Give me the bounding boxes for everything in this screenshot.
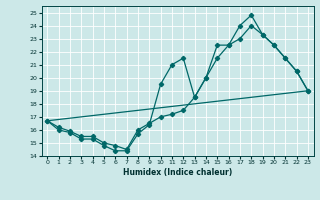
X-axis label: Humidex (Indice chaleur): Humidex (Indice chaleur) xyxy=(123,168,232,177)
